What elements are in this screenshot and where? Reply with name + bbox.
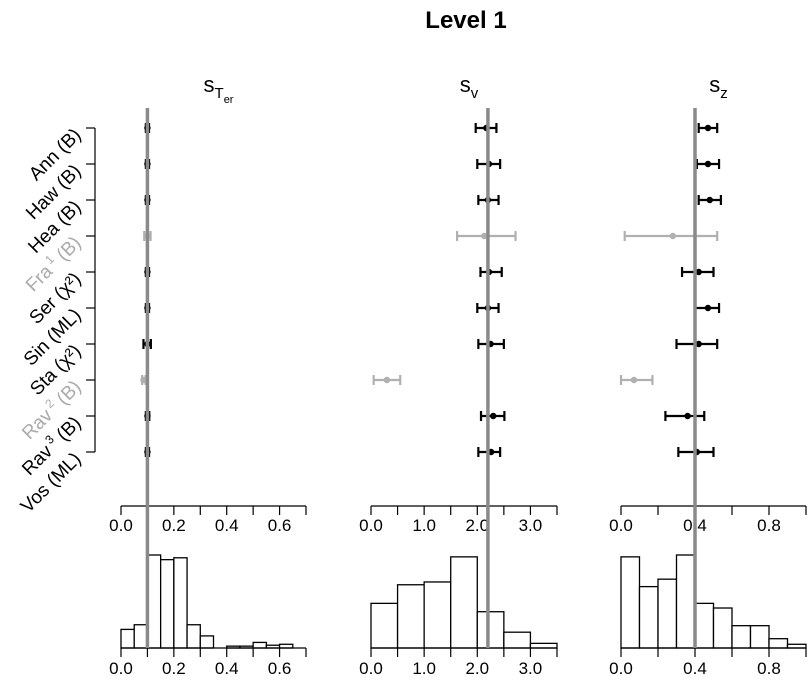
hist-tick-label: 3.0	[519, 659, 543, 678]
x-tick-label: 0.8	[757, 516, 781, 535]
histogram-bar	[450, 556, 478, 649]
hist-tick-label: 0.0	[359, 659, 383, 678]
estimate-point	[630, 376, 638, 384]
estimate-point	[383, 376, 391, 384]
histogram-bar	[173, 557, 188, 649]
histogram-bar	[529, 642, 558, 649]
histogram-bar	[675, 554, 696, 649]
study-axis	[86, 127, 96, 453]
x-tick-label: 2.0	[465, 516, 489, 535]
panel: sz0.00.40.80.00.40.8	[609, 72, 807, 678]
x-tick-label: 3.0	[519, 516, 543, 535]
hist-tick-label: 0.4	[683, 659, 707, 678]
histogram-bar	[186, 624, 201, 649]
histogram-bar	[503, 631, 532, 649]
chart-title: Level 1	[425, 7, 506, 34]
hist-tick-label: 0.0	[609, 659, 633, 678]
panel: sv 0.0 1.0 2.0 3.0 0.0 1.0 2.0 3.0	[359, 72, 558, 678]
panel-title: sTer	[204, 72, 234, 106]
x-tick-label: 0.0	[359, 516, 383, 535]
estimate-point	[704, 160, 712, 168]
histogram-bar	[620, 556, 641, 649]
histogram-bar	[370, 602, 399, 649]
estimate-point	[704, 304, 712, 312]
estimate-point	[704, 124, 712, 132]
hist-tick-label: 0.2	[162, 659, 186, 678]
estimate-point	[140, 376, 147, 384]
histogram-bar	[120, 628, 135, 649]
estimate-point	[669, 232, 676, 240]
panel-title: sv	[460, 72, 479, 102]
study-labels: Ann (B)Haw (B)Hea (B)Fra1 (B)Ser (χ²)Sin…	[17, 125, 86, 518]
x-tick-label: 1.0	[412, 516, 436, 535]
estimate-point	[706, 196, 713, 204]
histogram-bar	[199, 635, 215, 649]
hist-tick-label: 2.0	[465, 659, 489, 678]
hist-tick-label: 0.8	[757, 659, 781, 678]
histogram-bar	[423, 581, 452, 649]
histogram-bar	[768, 638, 789, 649]
estimate-point	[490, 412, 497, 420]
estimate-point	[480, 232, 488, 240]
histogram-bar	[638, 585, 659, 649]
panel: sTer 0.0 0.2 0.4 0.6 0.0 0.2 0.4 0.6	[109, 72, 307, 678]
x-tick-label: 0.0	[109, 516, 133, 535]
histogram-bar	[712, 607, 733, 649]
hist-tick-label: 1.0	[412, 659, 436, 678]
estimate-point	[695, 340, 702, 348]
histogram-bar	[731, 625, 752, 649]
histogram-bar	[694, 602, 715, 649]
estimate-point	[684, 412, 691, 420]
histogram-bar	[749, 625, 770, 649]
hist-tick-label: 0.0	[109, 659, 133, 678]
histogram-bar	[146, 554, 162, 649]
panels: sTer 0.0 0.2 0.4 0.6 0.0 0.2 0.4 0.6 sv 0.0 1.0 2.0 3…	[109, 72, 807, 678]
x-tick-label: 0.4	[215, 516, 239, 535]
x-tick-label: 0.0	[609, 516, 633, 535]
x-tick-label: 0.2	[162, 516, 186, 535]
estimate-point	[695, 268, 702, 276]
histogram-bar	[133, 624, 149, 649]
histogram-bar	[657, 578, 678, 649]
histogram-bar	[476, 611, 505, 649]
histogram-bar	[252, 641, 268, 649]
hist-tick-label: 0.4	[215, 659, 239, 678]
histogram-bar	[159, 559, 175, 649]
hist-tick-label: 0.6	[268, 659, 292, 678]
x-tick-label: 0.6	[268, 516, 292, 535]
panel-title: sz	[709, 72, 728, 102]
histogram-bar	[396, 584, 425, 649]
